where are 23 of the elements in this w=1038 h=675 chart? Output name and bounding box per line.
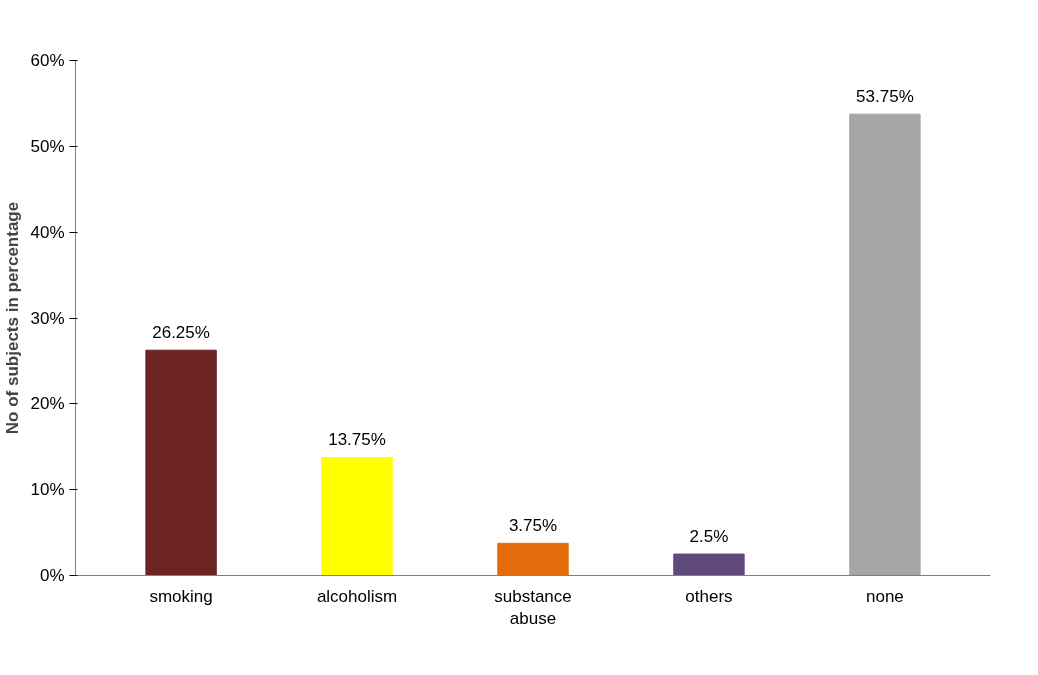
y-tick-label: 50% <box>30 136 65 156</box>
bar <box>321 456 393 576</box>
y-tick-label: 40% <box>30 222 65 242</box>
y-tick-label: 20% <box>30 394 65 414</box>
x-tick-label: alcoholism <box>316 586 398 606</box>
data-label: 26.25% <box>152 323 210 343</box>
x-tick-label: others <box>685 586 733 606</box>
data-label: 3.75% <box>508 516 558 536</box>
bar <box>497 542 569 576</box>
x-tick-label: smoking <box>149 586 213 606</box>
bar <box>673 553 745 576</box>
y-axis-title: No of subjects in percentage <box>3 201 23 435</box>
bar <box>145 349 217 576</box>
data-label: 2.5% <box>689 527 729 547</box>
x-tick-label: none <box>866 586 904 606</box>
x-tick-label: substance abuse <box>494 586 572 629</box>
data-label: 13.75% <box>328 430 386 450</box>
y-tick-label: 10% <box>30 480 65 500</box>
y-tick-label: 30% <box>30 308 65 328</box>
data-label: 53.75% <box>856 87 914 107</box>
y-tick-label: 60% <box>30 51 65 70</box>
y-tick-label: 0% <box>39 566 65 585</box>
bar <box>849 113 921 576</box>
